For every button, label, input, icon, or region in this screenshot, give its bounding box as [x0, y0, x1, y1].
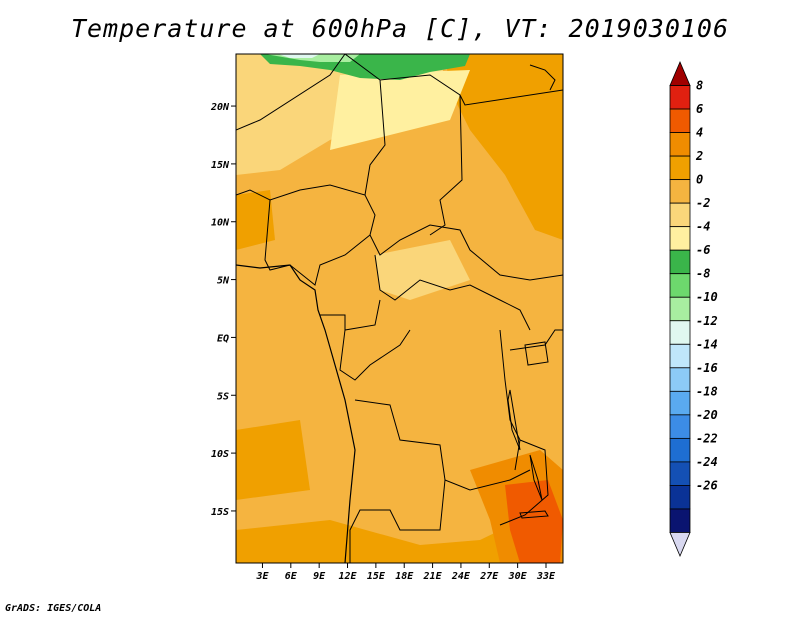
colorbar-swatch [669, 179, 691, 204]
lat-tick-label: 10N [211, 218, 230, 229]
longitude-axis: 3E 6E 9E 12E 15E 18E 21E 24E 27E 30E 33E [255, 563, 556, 582]
lon-tick-label: 30E [508, 571, 528, 582]
colorbar-swatch [669, 273, 691, 298]
colorbar-swatch [669, 414, 691, 439]
colorbar-label: -12 [696, 314, 718, 328]
colorbar-swatch [669, 485, 691, 510]
lat-tick-label: 20N [210, 102, 230, 113]
border-car-drc [374, 254, 531, 331]
colorbar-swatch [669, 320, 691, 345]
lat-tick-label: 5N [217, 276, 230, 287]
colorbar-label: 6 [696, 102, 703, 116]
colorbar-swatch [669, 508, 691, 533]
colorbar-swatch [669, 132, 691, 157]
grads-credit: GrADS: IGES/COLA [5, 603, 102, 614]
colorbar: 8 6 4 2 0 -2 -4 -6 -8 -10 -12 -14 -16 -18 -20 -22 -24 -26 [669, 60, 718, 558]
map-frame [235, 53, 564, 564]
colorbar-label: 4 [696, 126, 703, 140]
lon-tick-label: 21E [423, 571, 443, 582]
lat-tick-label: 5S [217, 391, 229, 402]
border-nigeria-west [264, 199, 291, 271]
colorbar-bottom-triangle [669, 532, 691, 558]
border-chad-sudan [429, 94, 463, 236]
colorbar-label: -10 [696, 290, 718, 304]
border-tanzania-mozambique [499, 439, 549, 526]
border-uganda-kenya [509, 329, 563, 351]
field-min-top [278, 54, 320, 58]
colorbar-label: -26 [696, 478, 718, 492]
colorbar-label: -2 [696, 196, 710, 210]
colorbar-swatch [669, 343, 691, 369]
lon-tick-label: 24E [451, 571, 471, 582]
colorbar-swatch [669, 85, 691, 110]
map-title: Temperature at 600hPa [C], VT: 201903010… [70, 14, 730, 43]
field-cool-center [375, 240, 470, 300]
lake-tanganyika [507, 389, 521, 451]
colorbar-swatch [669, 226, 691, 251]
colorbar-swatch [669, 155, 691, 181]
lat-tick-label: EQ [217, 333, 229, 344]
lon-tick-label: 3E [255, 571, 269, 582]
colorbar-swatch [669, 461, 691, 486]
colorbar-label: -22 [696, 431, 718, 445]
border-egypt-coast [529, 64, 556, 91]
temperature-field [236, 54, 563, 563]
colorbar-label: -16 [696, 361, 718, 375]
lake-malawi [529, 454, 543, 501]
lon-tick-label: 6E [285, 571, 298, 582]
colorbar-swatch [669, 108, 691, 133]
lon-tick-label: 9E [313, 571, 326, 582]
colorbar-swatch [669, 249, 691, 275]
colorbar-swatch [669, 390, 691, 416]
field-hotter-southeast [505, 480, 563, 563]
colorbar-label: -20 [696, 408, 718, 422]
border-angola-zambia [354, 399, 531, 491]
colorbar-label: -8 [696, 267, 710, 281]
lake-kariba [519, 510, 549, 519]
border-great-lakes [499, 329, 521, 471]
country-borders [236, 54, 563, 563]
colorbar-swatch [669, 437, 691, 463]
lon-tick-label: 18E [395, 571, 414, 582]
colorbar-label: -6 [696, 243, 710, 257]
colorbar-top-triangle [669, 60, 691, 86]
border-algeria-mali [236, 54, 346, 131]
field-warm-east [445, 54, 563, 240]
border-central [236, 184, 563, 281]
colorbar-label: 8 [696, 79, 703, 93]
border-niger-chad [344, 54, 386, 196]
lon-tick-label: 15E [367, 571, 386, 582]
lat-tick-label: 15N [211, 160, 230, 171]
colorbar-label: 0 [696, 173, 703, 187]
field-warm-southwest [236, 420, 310, 500]
lon-tick-label: 27E [479, 571, 499, 582]
colorbar-swatch [669, 367, 691, 392]
lon-tick-label: 33E [536, 571, 556, 582]
lat-tick-label: 10S [211, 449, 229, 460]
latitude-axis: 20N 15N 10N 5N EQ 5S 10S 15S [210, 102, 236, 518]
lake-victoria [524, 341, 549, 366]
colorbar-label: -4 [696, 220, 710, 234]
field-warm-south [236, 500, 563, 563]
colorbar-swatch [669, 202, 691, 228]
lat-tick-label: 15S [211, 507, 229, 518]
colorbar-swatch [669, 296, 691, 322]
border-congo-drc [339, 329, 411, 381]
colorbar-label: -18 [696, 384, 718, 398]
colorbar-label: -14 [696, 337, 718, 351]
lon-tick-label: 12E [338, 571, 357, 582]
coastline-west [236, 264, 356, 563]
colorbar-label: 2 [695, 149, 703, 163]
border-nigeria-cameroon [289, 234, 371, 286]
field-cooler-north [330, 70, 470, 150]
border-namibia-botswana [349, 479, 446, 563]
colorbar-label: -24 [696, 455, 718, 469]
field-warm-west [236, 190, 275, 250]
